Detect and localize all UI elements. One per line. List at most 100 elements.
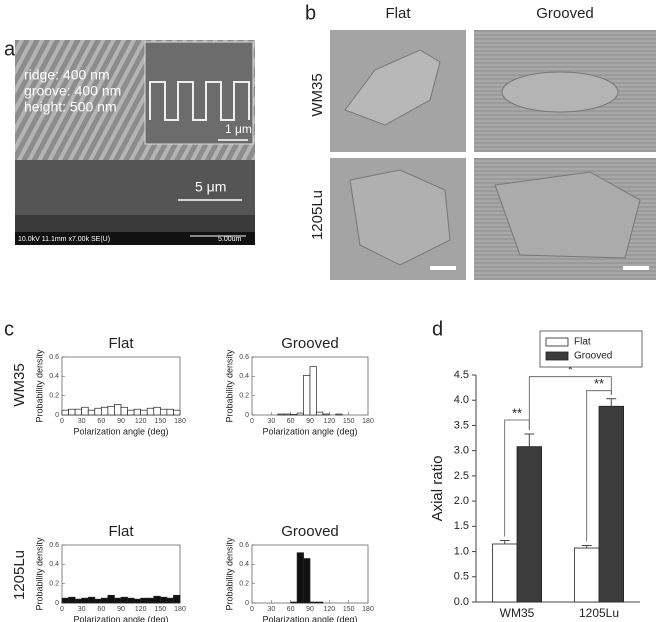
histogram-bar xyxy=(153,595,161,604)
y-tick-label: 0.4 xyxy=(239,373,249,380)
histogram-bar xyxy=(159,408,168,416)
y-tick-label: 0.6 xyxy=(49,354,59,361)
row-label: WM35 xyxy=(309,73,326,116)
sem-spec: height: 500 nm xyxy=(24,99,117,115)
histogram-bar xyxy=(120,406,128,416)
x-tick-label: 180 xyxy=(174,606,186,613)
significance-label: * xyxy=(568,362,573,377)
histogram-bar xyxy=(61,409,69,416)
y-tick-label: 0.4 xyxy=(49,373,59,380)
y-tick-label: 0.2 xyxy=(239,393,249,400)
y-tick-label: 3.5 xyxy=(454,419,469,431)
x-tick-label: 1205Lu xyxy=(579,606,619,620)
sem-spec: groove: 400 nm xyxy=(24,83,121,99)
histogram-bar xyxy=(133,598,142,604)
sem-spec: ridge: 400 nm xyxy=(24,67,110,83)
histogram-bar xyxy=(68,596,76,604)
histogram-bar xyxy=(81,406,89,416)
y-tick-label: 0.6 xyxy=(49,542,59,549)
y-tick-label: 0 xyxy=(245,600,249,607)
x-axis-label: Polarization angle (deg) xyxy=(73,614,168,622)
histogram-bar xyxy=(81,597,89,604)
x-tick-label: 180 xyxy=(174,418,186,425)
legend-label: Grooved xyxy=(574,351,612,362)
panel-label: b xyxy=(305,2,316,24)
legend-swatch xyxy=(545,337,569,347)
significance-bracket xyxy=(528,376,612,431)
histogram-bar xyxy=(166,597,174,604)
histogram-bar xyxy=(68,408,76,416)
histogram-bar xyxy=(159,596,168,604)
sem-footer: 5.00um xyxy=(218,236,242,243)
histogram-bar xyxy=(140,409,148,416)
x-tick-label: 120 xyxy=(323,606,335,613)
histogram-bar xyxy=(120,596,128,604)
x-tick-label: 120 xyxy=(135,418,147,425)
y-tick-label: 3.0 xyxy=(454,445,469,457)
histogram-bar xyxy=(140,597,148,604)
y-axis-label: Probability density xyxy=(224,349,234,423)
histogram-bar xyxy=(100,406,109,416)
y-tick-label: 0.6 xyxy=(239,542,249,549)
chart-title: Grooved xyxy=(281,523,339,540)
y-tick-label: 0.5 xyxy=(454,571,469,583)
column-label: Flat xyxy=(385,5,411,22)
column-label: Grooved xyxy=(536,5,594,22)
histogram-bar xyxy=(146,407,155,416)
bar xyxy=(574,547,600,603)
histogram-bar xyxy=(296,552,304,604)
significance-label: ** xyxy=(594,376,604,391)
histogram-bar xyxy=(94,598,102,604)
histogram-bar xyxy=(316,601,324,604)
y-tick-label: 0.2 xyxy=(49,581,59,588)
x-tick-label: 60 xyxy=(97,606,105,613)
y-tick-label: 0 xyxy=(55,412,59,419)
x-tick-label: 0 xyxy=(250,606,254,613)
y-tick-label: 1.5 xyxy=(454,520,469,532)
scale-label: 1 μm xyxy=(225,122,252,136)
y-axis-label: Probability density xyxy=(34,537,44,611)
histogram-bar xyxy=(87,409,96,416)
y-tick-label: 1.0 xyxy=(454,545,469,557)
x-tick-label: 60 xyxy=(97,418,105,425)
chart-title: Flat xyxy=(108,335,134,352)
x-tick-label: WM35 xyxy=(500,606,535,620)
row-label: 1205Lu xyxy=(309,190,326,240)
x-tick-label: 150 xyxy=(343,606,355,613)
panel-label: a xyxy=(4,38,16,60)
x-tick-label: 180 xyxy=(362,606,374,613)
x-tick-label: 90 xyxy=(306,606,314,613)
y-tick-label: 4.5 xyxy=(454,369,469,381)
x-tick-label: 30 xyxy=(267,606,275,613)
y-tick-label: 2.5 xyxy=(454,470,469,482)
panel-label: d xyxy=(432,318,443,340)
x-tick-label: 90 xyxy=(117,606,125,613)
panel-label: c xyxy=(4,318,14,340)
y-axis-label: Probability density xyxy=(34,349,44,423)
bar xyxy=(598,405,625,603)
y-tick-label: 0.4 xyxy=(49,561,59,568)
bar xyxy=(516,446,543,603)
y-tick-label: 4.0 xyxy=(454,394,469,406)
y-tick-label: 0.6 xyxy=(239,354,249,361)
histogram-bar xyxy=(303,558,311,604)
histogram-bar xyxy=(94,407,102,416)
significance-label: ** xyxy=(512,405,522,420)
histogram-bar xyxy=(283,413,292,416)
histogram-bar xyxy=(114,404,122,416)
x-tick-label: 0 xyxy=(60,606,64,613)
y-axis-label: Axial ratio xyxy=(429,456,446,522)
x-tick-label: 0 xyxy=(60,418,64,425)
histogram-bar xyxy=(316,411,324,416)
histogram-bar xyxy=(173,594,181,604)
x-tick-label: 180 xyxy=(362,418,374,425)
scale-label: 5 μm xyxy=(195,179,226,195)
histogram-bar xyxy=(146,597,155,604)
y-tick-label: 0 xyxy=(245,412,249,419)
x-tick-label: 30 xyxy=(267,418,275,425)
sem-image xyxy=(15,40,255,245)
histogram-bar xyxy=(173,409,181,416)
plot-frame xyxy=(61,544,181,604)
histogram-bar xyxy=(309,366,317,416)
